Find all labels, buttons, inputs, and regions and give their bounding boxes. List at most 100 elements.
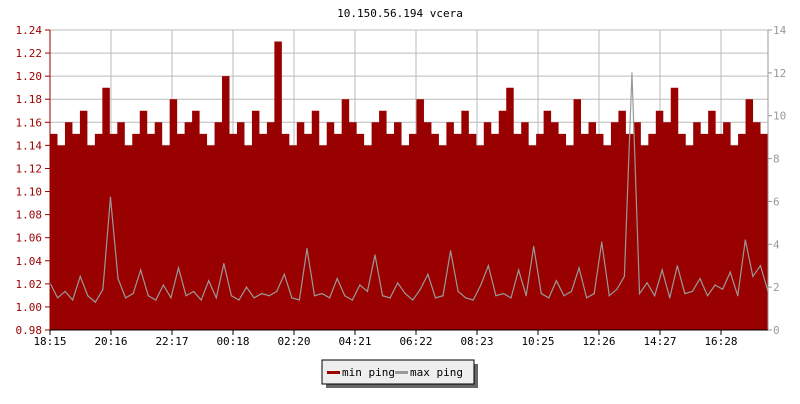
max-ping-point bbox=[419, 288, 421, 290]
max-ping-line bbox=[49, 72, 769, 304]
x-tick-label: 06:22 bbox=[399, 335, 432, 348]
max-ping-point bbox=[737, 295, 739, 297]
max-ping-point bbox=[276, 290, 278, 293]
legend-swatch-max bbox=[395, 371, 408, 374]
max-ping-point bbox=[185, 295, 187, 297]
y-left-tick-label: 1.10 bbox=[16, 186, 43, 199]
max-ping-point bbox=[487, 265, 489, 267]
max-ping-point bbox=[722, 288, 724, 290]
max-ping-point bbox=[374, 254, 376, 256]
max-ping-point bbox=[684, 292, 686, 295]
legend-label-max: max ping bbox=[410, 366, 463, 379]
max-ping-point bbox=[540, 292, 542, 295]
max-ping-point bbox=[261, 292, 263, 295]
max-ping-point bbox=[555, 280, 557, 282]
max-ping-point bbox=[676, 265, 678, 267]
y-left-tick-label: 1.12 bbox=[16, 162, 43, 175]
x-tick-label: 16:28 bbox=[704, 335, 737, 348]
x-tick-label: 20:16 bbox=[94, 335, 127, 348]
max-ping-point bbox=[268, 295, 270, 297]
y-left-tick-label: 1.04 bbox=[16, 255, 43, 268]
y-left-tick-label: 1.24 bbox=[16, 24, 43, 37]
max-ping-point bbox=[298, 299, 301, 301]
y-left-tick-label: 1.22 bbox=[16, 47, 43, 60]
legend-swatch-min bbox=[327, 371, 340, 374]
max-ping-point bbox=[472, 299, 474, 301]
max-ping-point bbox=[412, 299, 414, 301]
max-ping-point bbox=[72, 299, 74, 301]
max-ping-point bbox=[102, 288, 104, 290]
max-ping-point bbox=[94, 301, 96, 303]
max-ping-point bbox=[381, 295, 384, 297]
max-ping-point bbox=[193, 290, 195, 293]
x-tick-label: 08:23 bbox=[460, 335, 493, 348]
max-ping-point bbox=[87, 295, 89, 297]
y-left-tick-label: 1.08 bbox=[16, 209, 43, 222]
max-ping-point bbox=[124, 297, 127, 299]
max-ping-point bbox=[215, 297, 217, 299]
max-ping-point bbox=[563, 295, 565, 297]
max-ping-point bbox=[344, 295, 346, 297]
max-ping-point bbox=[177, 267, 180, 269]
legend-label-min: min ping bbox=[342, 366, 395, 379]
max-ping-point bbox=[480, 284, 482, 286]
x-tick-label: 14:27 bbox=[643, 335, 676, 348]
max-ping-point bbox=[714, 284, 716, 286]
max-ping-point bbox=[442, 295, 444, 297]
y-right-tick-label: 10 bbox=[773, 110, 786, 123]
max-ping-point bbox=[608, 295, 610, 297]
y-left-tick-label: 1.02 bbox=[16, 278, 43, 291]
max-ping-point bbox=[397, 282, 399, 284]
x-tick-label: 22:17 bbox=[155, 335, 188, 348]
max-ping-point bbox=[638, 292, 641, 295]
max-ping-point bbox=[759, 265, 762, 267]
max-ping-point bbox=[669, 297, 671, 299]
max-ping-point bbox=[533, 245, 535, 248]
max-ping-point bbox=[578, 267, 580, 269]
max-ping-point bbox=[359, 284, 361, 286]
y-right-tick-label: 12 bbox=[773, 67, 786, 80]
y-right-tick-label: 2 bbox=[773, 281, 780, 294]
max-ping-point bbox=[706, 295, 709, 297]
max-ping-point bbox=[631, 72, 633, 74]
max-ping-point bbox=[223, 262, 225, 265]
max-ping-point bbox=[654, 295, 656, 297]
max-ping-point bbox=[208, 280, 210, 282]
max-ping-point bbox=[404, 292, 406, 295]
max-ping-point bbox=[525, 295, 527, 297]
max-ping-point bbox=[109, 196, 112, 198]
max-ping-point bbox=[601, 241, 603, 243]
max-ping-point bbox=[744, 239, 746, 241]
legend: min ping max ping bbox=[321, 359, 478, 388]
max-ping-point bbox=[729, 271, 731, 273]
max-ping-point bbox=[495, 295, 497, 297]
max-ping-point bbox=[132, 292, 134, 295]
max-ping-point bbox=[245, 286, 248, 288]
max-ping-point bbox=[699, 277, 701, 280]
max-ping-point bbox=[752, 275, 754, 278]
y-left-tick-label: 1.06 bbox=[16, 232, 43, 245]
max-ping-point bbox=[593, 292, 595, 295]
max-ping-point bbox=[586, 297, 588, 299]
max-ping-point bbox=[457, 290, 459, 293]
y-right-tick-label: 4 bbox=[773, 238, 780, 251]
max-ping-point bbox=[510, 297, 512, 299]
y-right-tick-label: 0 bbox=[773, 324, 780, 337]
x-tick-label: 18:15 bbox=[33, 335, 66, 348]
x-tick-label: 04:21 bbox=[338, 335, 371, 348]
max-ping-point bbox=[79, 275, 81, 278]
max-ping-point bbox=[623, 275, 626, 278]
max-ping-point bbox=[313, 295, 316, 297]
max-ping-point bbox=[517, 269, 520, 271]
max-ping-point bbox=[140, 269, 142, 271]
max-ping-point bbox=[64, 290, 66, 293]
max-ping-point bbox=[321, 292, 323, 295]
chart-title: 10.150.56.194 vcera bbox=[337, 7, 463, 20]
max-ping-point bbox=[691, 290, 694, 293]
max-ping-point bbox=[502, 292, 505, 295]
y-left-tick-label: 0.98 bbox=[16, 324, 43, 337]
max-ping-point bbox=[449, 250, 452, 252]
x-tick-label: 02:20 bbox=[277, 335, 310, 348]
x-tick-label: 12:26 bbox=[582, 335, 615, 348]
